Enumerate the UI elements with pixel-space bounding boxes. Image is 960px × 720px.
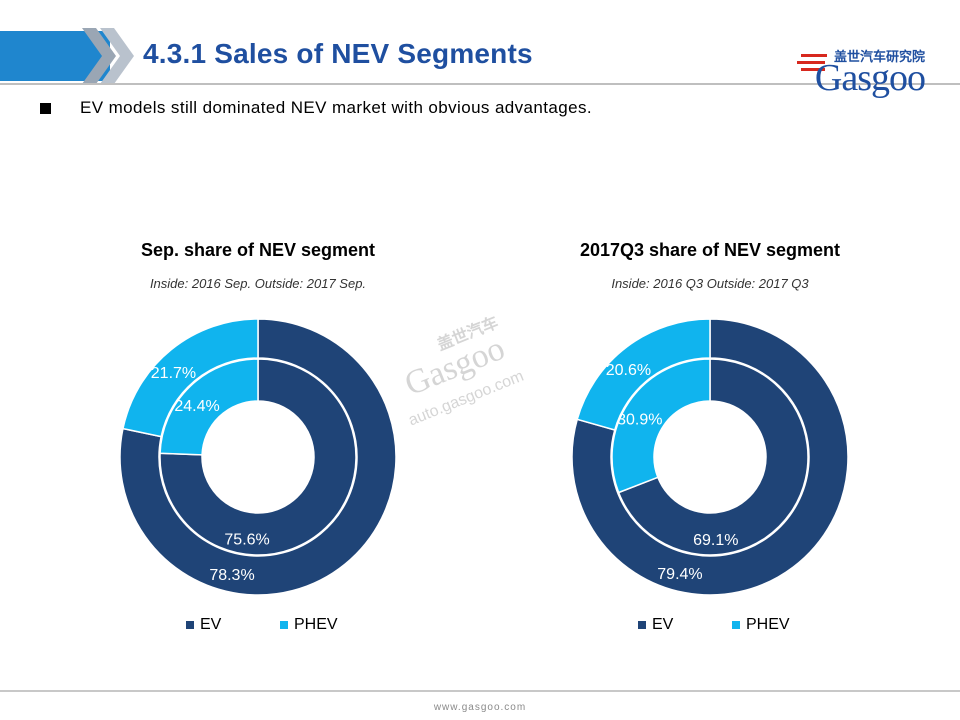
outer-ring-label-ev: 79.4% [657, 566, 702, 583]
legend-label: PHEV [746, 616, 790, 633]
watermark: 盖世汽车 Gasgoo auto.gasgoo.com [395, 314, 575, 430]
outer-ring-slice-ev [571, 318, 849, 596]
legend-swatch [732, 621, 740, 629]
inner-ring-slice-ev [617, 358, 809, 556]
inner-ring-label-phev: 24.4% [174, 398, 219, 415]
gasgoo-logo: 盖世汽车研究院 Gasgoo [795, 22, 945, 98]
donut-chart: 75.6% 24.4% 78.3% 21.7% [119, 318, 397, 596]
legend-swatch [186, 621, 194, 629]
outer-ring-label-ev: 78.3% [209, 567, 254, 584]
inner-ring-slice-ev [159, 358, 357, 556]
chevron-arrows-icon [82, 28, 134, 84]
legend-item-phev: PHEV [732, 616, 790, 634]
inner-ring-label-ev: 69.1% [693, 532, 738, 549]
legend-item-ev: EV [638, 616, 673, 634]
header-divider [0, 83, 960, 85]
logo-speed-lines-icon [797, 54, 827, 71]
inner-ring-label-ev: 75.6% [224, 531, 269, 548]
chart-sep-share: Sep. share of NEV segment Inside: 2016 S… [58, 232, 458, 652]
page-title: 4.3.1 Sales of NEV Segments [143, 38, 533, 69]
legend-swatch [280, 621, 288, 629]
legend-swatch [638, 621, 646, 629]
chart-title: 2017Q3 share of NEV segment [579, 240, 841, 260]
bullet-square-icon [40, 103, 51, 114]
bullet-text: EV models still dominated NEV market wit… [80, 98, 592, 117]
legend-label: EV [200, 616, 222, 633]
outer-ring-label-phev: 20.6% [606, 362, 651, 379]
inner-ring-slice-phev [159, 358, 259, 456]
legend-label: PHEV [294, 616, 338, 633]
logo-wordmark: Gasgoo [814, 57, 926, 99]
legend-label: EV [652, 616, 674, 633]
outer-ring-slice-ev [119, 318, 397, 596]
donut-chart: 69.1% 30.9% 79.4% 20.6% [571, 318, 849, 596]
legend-item-ev: EV [186, 616, 221, 634]
chart-title: Sep. share of NEV segment [140, 240, 376, 260]
chart-q3-share: 2017Q3 share of NEV segment Inside: 2016… [510, 232, 910, 652]
outer-ring-slice-phev [576, 318, 711, 431]
footer-divider [0, 690, 960, 692]
inner-ring-label-phev: 30.9% [617, 412, 662, 429]
outer-ring-label-phev: 21.7% [151, 365, 196, 382]
chart-subtitle: Inside: 2016 Q3 Outside: 2017 Q3 [611, 276, 809, 291]
logo-chinese-text: 盖世汽车研究院 [833, 49, 925, 64]
legend-item-phev: PHEV [280, 616, 338, 634]
inner-ring-slice-phev [611, 358, 711, 494]
chart-subtitle: Inside: 2016 Sep. Outside: 2017 Sep. [149, 276, 367, 291]
footer-url: www.gasgoo.com [433, 702, 527, 713]
outer-ring-slice-phev [122, 318, 259, 438]
